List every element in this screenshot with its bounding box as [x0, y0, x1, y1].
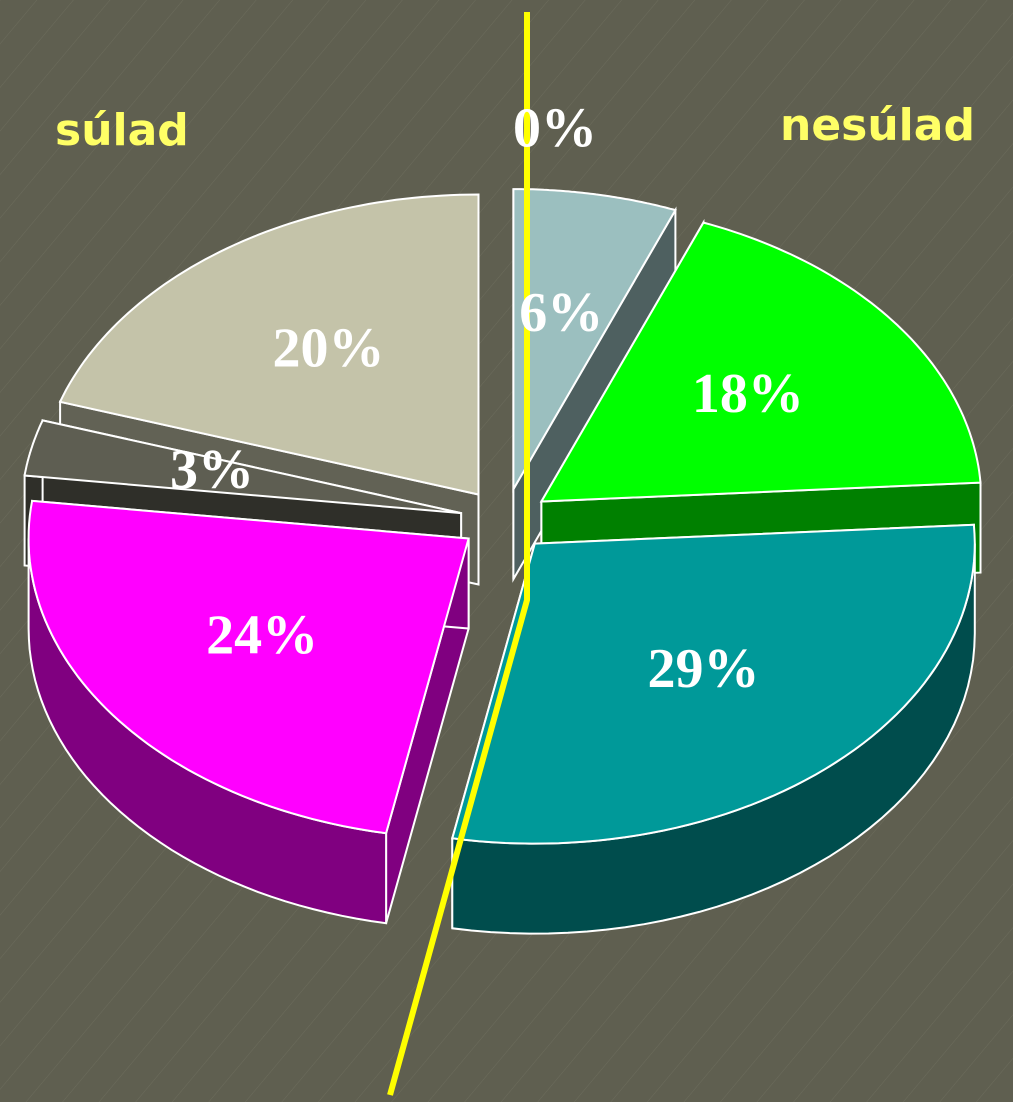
data-label: 6%	[519, 282, 603, 344]
slice	[539, 221, 982, 503]
data-label: 29%	[648, 638, 760, 700]
annotation: súlad	[55, 105, 189, 156]
annotation: nesúlad	[780, 100, 975, 151]
slice	[23, 419, 462, 515]
slice	[451, 523, 976, 845]
data-label: 18%	[692, 363, 804, 425]
pie	[23, 188, 982, 935]
data-label: 3%	[170, 439, 254, 501]
data-label: 0%	[513, 97, 597, 159]
slice	[512, 188, 677, 493]
data-label: 24%	[206, 605, 318, 667]
divider-line	[387, 12, 530, 1096]
data-label: 20%	[273, 318, 385, 380]
slice	[27, 499, 470, 835]
slice	[58, 193, 480, 496]
